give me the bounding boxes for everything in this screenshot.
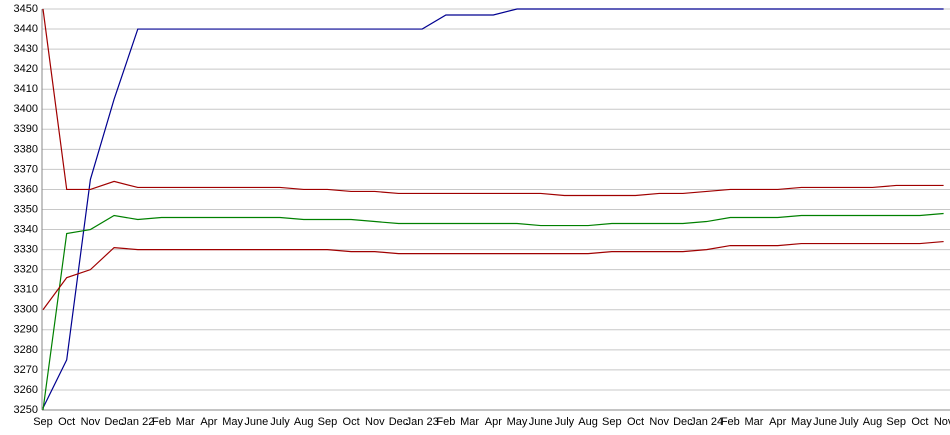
y-tick-label: 3250 <box>14 404 38 416</box>
x-tick-label: Jan 24 <box>690 416 723 428</box>
y-tick-label: 3310 <box>14 284 38 296</box>
x-tick-label: Mar <box>745 416 764 428</box>
x-tick-label: May <box>791 416 812 428</box>
x-tick-label: Dec <box>673 416 693 428</box>
y-tick-label: 3330 <box>14 244 38 256</box>
y-tick-label: 3280 <box>14 344 38 356</box>
y-tick-label: 3380 <box>14 143 38 155</box>
y-tick-label: 3350 <box>14 203 38 215</box>
y-tick-label: 3260 <box>14 384 38 396</box>
x-tick-label: Feb <box>152 416 171 428</box>
y-tick-label: 3300 <box>14 304 38 316</box>
y-tick-label: 3360 <box>14 183 38 195</box>
y-tick-label: 3450 <box>14 3 38 15</box>
y-tick-label: 3420 <box>14 63 38 75</box>
x-tick-label: Dec <box>389 416 409 428</box>
x-tick-label: Sep <box>886 416 906 428</box>
x-tick-label: June <box>813 416 837 428</box>
x-tick-label: June <box>529 416 553 428</box>
y-tick-label: 3270 <box>14 364 38 376</box>
x-tick-label: Jan 23 <box>406 416 439 428</box>
x-tick-label: June <box>244 416 268 428</box>
y-tick-label: 3290 <box>14 324 38 336</box>
series-line <box>42 212 944 411</box>
x-tick-label: May <box>222 416 243 428</box>
x-tick-label: Sep <box>33 416 53 428</box>
x-tick-label: Oct <box>627 416 644 428</box>
x-tick-label: Nov <box>81 416 101 428</box>
x-tick-label: Aug <box>578 416 598 428</box>
x-tick-label: Feb <box>436 416 455 428</box>
x-tick-label: Nov <box>365 416 385 428</box>
x-tick-label: Apr <box>485 416 502 428</box>
x-tick-label: Feb <box>721 416 740 428</box>
y-tick-label: 3440 <box>14 23 38 35</box>
x-tick-label: Nov <box>934 416 950 428</box>
x-tick-label: Oct <box>911 416 928 428</box>
x-tick-label: Sep <box>318 416 338 428</box>
y-tick-label: 3370 <box>14 163 38 175</box>
y-tick-label: 3340 <box>14 223 38 235</box>
x-tick-label: Aug <box>863 416 883 428</box>
series-line <box>42 240 944 311</box>
x-tick-label: Apr <box>769 416 786 428</box>
x-tick-label: Mar <box>176 416 195 428</box>
x-tick-label: Sep <box>602 416 622 428</box>
x-tick-label: Mar <box>460 416 479 428</box>
x-tick-label: May <box>507 416 528 428</box>
x-tick-label: Nov <box>649 416 669 428</box>
y-tick-label: 3400 <box>14 103 38 115</box>
y-tick-label: 3430 <box>14 43 38 55</box>
y-tick-label: 3320 <box>14 264 38 276</box>
x-tick-label: Aug <box>294 416 314 428</box>
x-tick-label: July <box>839 416 859 428</box>
series-line <box>42 8 944 409</box>
x-tick-label: Apr <box>200 416 217 428</box>
x-tick-label: Oct <box>58 416 75 428</box>
x-tick-label: Dec <box>104 416 124 428</box>
x-tick-label: Oct <box>343 416 360 428</box>
series-line <box>42 8 944 197</box>
y-tick-label: 3410 <box>14 83 38 95</box>
y-tick-label: 3390 <box>14 123 38 135</box>
x-tick-label: July <box>270 416 290 428</box>
x-tick-label: July <box>555 416 575 428</box>
x-tick-label: Jan 22 <box>121 416 154 428</box>
